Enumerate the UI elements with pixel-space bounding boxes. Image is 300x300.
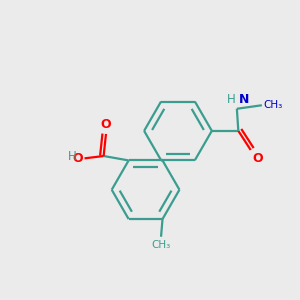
Text: H: H bbox=[68, 150, 77, 164]
Text: O: O bbox=[252, 152, 263, 165]
Text: H: H bbox=[227, 93, 236, 106]
Text: CH₃: CH₃ bbox=[263, 100, 283, 110]
Text: N: N bbox=[239, 93, 250, 106]
Text: O: O bbox=[73, 152, 83, 165]
Text: CH₃: CH₃ bbox=[152, 240, 171, 250]
Text: O: O bbox=[101, 118, 111, 131]
